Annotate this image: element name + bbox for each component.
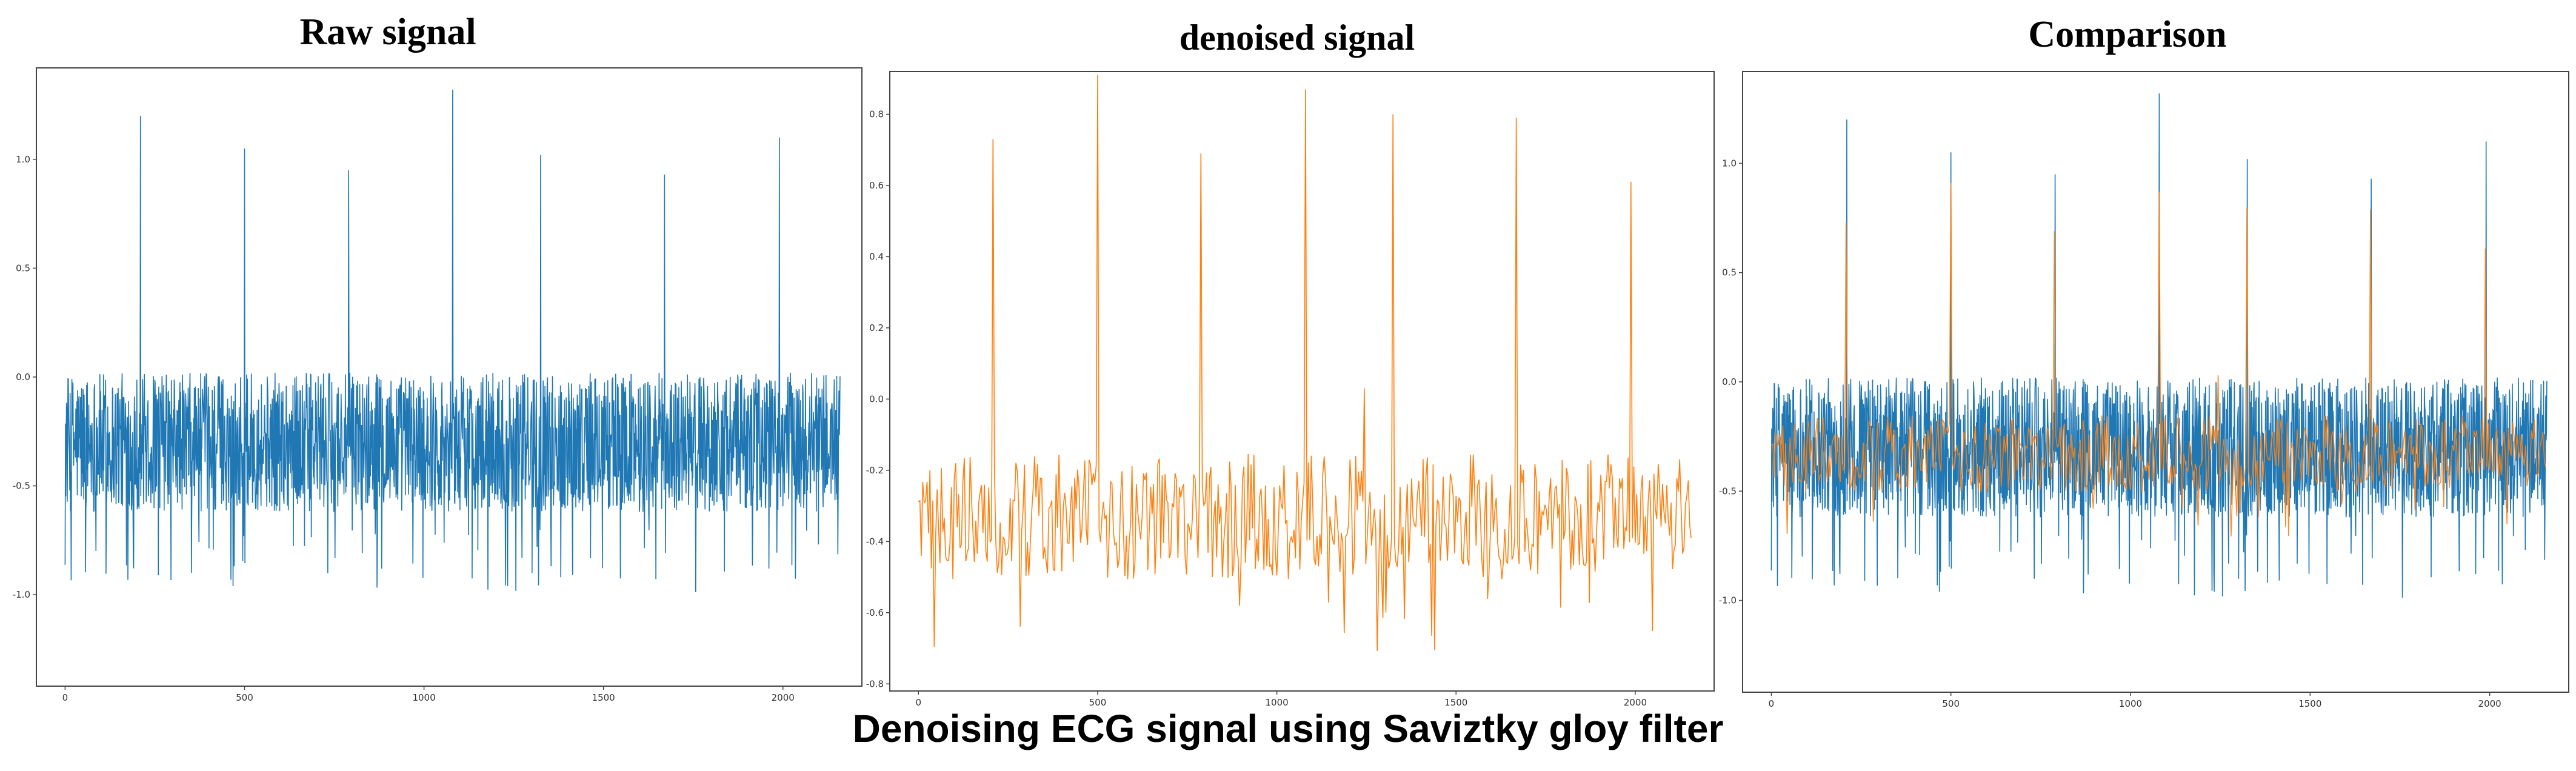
y-tick-label: -0.5 [1719, 486, 1737, 496]
x-tick-label: 0 [1769, 698, 1775, 709]
x-tick-label: 500 [1089, 697, 1107, 708]
panel-title-raw: Raw signal [299, 12, 476, 53]
y-tick-label: 0.0 [1722, 376, 1737, 387]
y-tick-label: 0.5 [1722, 267, 1737, 278]
y-tick-label: -0.2 [866, 465, 884, 476]
y-tick-label: -0.6 [866, 607, 884, 618]
raw-signal-chart: 0 500 1000 1500 2000 -1.0 -0.5 0.0 0.5 1.0 [13, 67, 863, 703]
y-tick-label: 1.0 [1722, 158, 1737, 169]
y-tick-label: 0.6 [869, 180, 884, 191]
x-tick-label: 2000 [1624, 697, 1647, 708]
y-tick-label: 0.5 [16, 262, 30, 273]
x-tick-label: 2000 [772, 692, 795, 703]
x-tick-label: 2000 [2478, 698, 2501, 709]
panel-title-denoised: denoised signal [1179, 18, 1415, 58]
x-tick-label: 0 [62, 692, 68, 703]
series-line-raw [64, 89, 841, 592]
x-tick-label: 1500 [592, 692, 615, 703]
comparison-chart: 0 500 1000 1500 2000 -1.0 -0.5 0.0 0.5 1.0 [1719, 71, 2569, 709]
series-line-denoised [918, 75, 1692, 651]
y-tick-label: 0.0 [16, 372, 30, 382]
x-tick-label: 500 [1942, 698, 1960, 709]
y-tick-label: 0.8 [869, 108, 884, 119]
denoised-signal-chart: 0 500 1000 1500 2000 -0.8 -0.6 -0.4 -0.2 0.0 0.2 0.… [866, 71, 1715, 708]
x-tick-label: 1000 [412, 692, 435, 703]
series-line-raw [1770, 93, 2548, 598]
x-tick-label: 0 [916, 697, 922, 708]
x-tick-label: 1500 [1444, 697, 1467, 708]
y-tick-label: -0.8 [866, 678, 884, 689]
y-tick-label: 1.0 [16, 154, 30, 165]
y-tick-label: -0.4 [866, 536, 884, 547]
series-line-denoised [1771, 182, 2546, 537]
x-tick-label: 1000 [2119, 698, 2142, 709]
y-tick-label: -0.5 [13, 481, 30, 492]
panel-title-comparison: Comparison [2028, 14, 2227, 55]
x-tick-label: 500 [236, 692, 253, 703]
x-tick-label: 1000 [1266, 697, 1289, 708]
x-tick-label: 1500 [2298, 698, 2321, 709]
y-tick-label: -1.0 [13, 589, 30, 600]
y-tick-label: -1.0 [1719, 595, 1737, 606]
y-tick-label: 0.4 [869, 251, 884, 262]
axes-frame [889, 71, 1715, 692]
y-tick-label: 0.2 [869, 322, 884, 333]
y-tick-label: 0.0 [869, 393, 884, 404]
figure-caption: Denoising ECG signal using Saviztky gloy… [852, 707, 1724, 750]
